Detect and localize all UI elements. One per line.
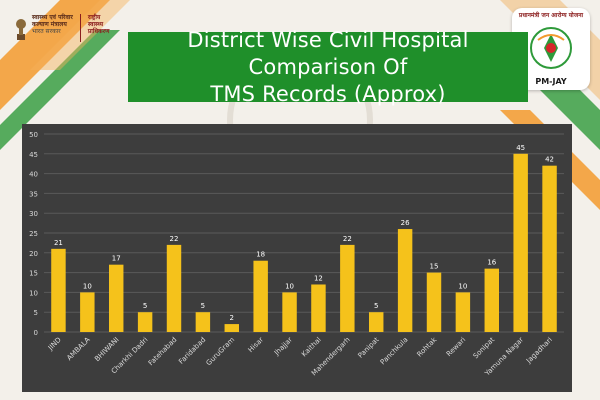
authority-line-1: राष्ट्रीय: [87, 14, 101, 21]
ministry-line-3: भारत सरकार: [32, 28, 61, 35]
bar-kaithal: [311, 284, 326, 332]
x-tick-label: Panipat: [357, 336, 381, 360]
pmjay-emblem-icon: [530, 27, 572, 69]
data-label: 10: [83, 282, 92, 290]
data-label: 21: [54, 239, 63, 247]
data-label: 5: [143, 302, 147, 310]
bar-bhiwani: [109, 264, 124, 332]
x-tick-label: Rewari: [445, 336, 467, 358]
y-tick-label: 50: [29, 131, 38, 139]
bar-panipat: [369, 312, 384, 332]
data-label: 22: [170, 235, 179, 243]
chart-title-box: District Wise Civil Hospital Comparison …: [128, 28, 528, 106]
pmjay-logo: प्रधानमंत्री जन आरोग्य योजना PM-JAY: [512, 8, 590, 90]
ministry-name: स्वास्थ्य एवं परिवार कल्याण मंत्रालय भार…: [32, 14, 73, 35]
chart-panel: 0 5 10 15 20 25 30 35 40 45 50 21 JIND 10 AMBALA 17 BHIW…: [22, 124, 572, 392]
authority-line-2: स्वास्थ्य: [87, 21, 104, 28]
bar-sonipat: [484, 268, 499, 332]
y-tick-label: 30: [29, 210, 38, 218]
data-label: 2: [230, 314, 234, 322]
x-tick-label: Kaithal: [300, 336, 323, 359]
x-tick-label: Panchkula: [379, 336, 410, 367]
x-tick-label: GuruGram: [205, 336, 237, 368]
bar-mahendergarh: [340, 244, 355, 332]
y-tick-label: 5: [34, 309, 38, 317]
y-tick-label: 45: [29, 151, 38, 159]
ministry-line-2: कल्याण मंत्रालय: [32, 21, 67, 28]
ministry-logo: स्वास्थ्य एवं परिवार कल्याण मंत्रालय भार…: [14, 14, 109, 42]
chart-title-line-2: TMS Records (Approx): [210, 81, 446, 106]
data-label: 5: [374, 302, 378, 310]
pmjay-label: PM-JAY: [535, 77, 567, 86]
authority-name: राष्ट्रीय स्वास्थ्य प्राधिकरण: [88, 14, 110, 35]
logo-divider: [79, 14, 81, 42]
data-label: 16: [487, 259, 496, 267]
x-tick-label: Rohtak: [416, 335, 440, 359]
bar-faridabad: [195, 312, 211, 332]
data-label: 45: [516, 144, 525, 152]
y-tick-label: 35: [29, 190, 38, 198]
x-tick-label: BHIWANI: [93, 336, 120, 363]
data-label: 15: [430, 263, 439, 271]
data-label: 42: [545, 156, 554, 164]
bar-panchkula: [397, 229, 413, 332]
data-label: 22: [343, 235, 352, 243]
y-tick-label: 40: [29, 171, 38, 179]
x-tick-label: Faridabad: [177, 336, 207, 366]
y-tick-label: 15: [29, 270, 38, 278]
bar-jagadhari: [542, 165, 557, 332]
chart-title-line-1: District Wise Civil Hospital Comparison …: [187, 27, 469, 79]
data-label: 12: [314, 274, 323, 282]
bar-fatehabad: [166, 244, 182, 332]
x-tick-label: Jagadhari: [524, 336, 554, 366]
bar-gurugram: [224, 324, 239, 332]
data-label: 10: [458, 282, 467, 290]
y-tick-label: 10: [29, 289, 38, 297]
bar-hisar: [253, 260, 268, 332]
bar-rewari: [455, 292, 471, 332]
y-tick-label: 0: [34, 329, 38, 337]
national-emblem-icon: [16, 19, 26, 40]
data-label: 26: [401, 219, 410, 227]
ministry-line-1: स्वास्थ्य एवं परिवार: [32, 14, 73, 21]
data-label: 18: [256, 251, 265, 259]
bar-rohtak: [426, 272, 442, 332]
bar-jhajjar: [282, 292, 297, 332]
x-tick-label: Hisar: [247, 336, 265, 354]
x-tick-label: Sonipat: [472, 336, 497, 361]
authority-line-3: प्राधिकरण: [87, 28, 110, 35]
bar-jind: [51, 248, 66, 332]
x-tick-label: Jhajjar: [272, 336, 294, 358]
y-tick-label: 25: [29, 230, 38, 238]
data-label: 17: [112, 255, 121, 263]
x-tick-label: Fatehabad: [147, 336, 179, 368]
data-label: 10: [285, 282, 294, 290]
bar-charkhi-dadri: [137, 312, 153, 332]
x-tick-label: AMBALA: [65, 336, 92, 363]
pmjay-logo-arc-text: प्रधानमंत्री जन आरोग्य योजना: [518, 12, 584, 19]
y-tick-label: 20: [29, 250, 38, 258]
bar-ambala: [80, 292, 95, 332]
bar-chart: 0510152025303540455021JIND10AMBALA17BHIW…: [29, 131, 564, 378]
data-label: 5: [201, 302, 205, 310]
bar-yamuna-nagar: [513, 153, 528, 332]
x-tick-label: JIND: [46, 336, 63, 353]
